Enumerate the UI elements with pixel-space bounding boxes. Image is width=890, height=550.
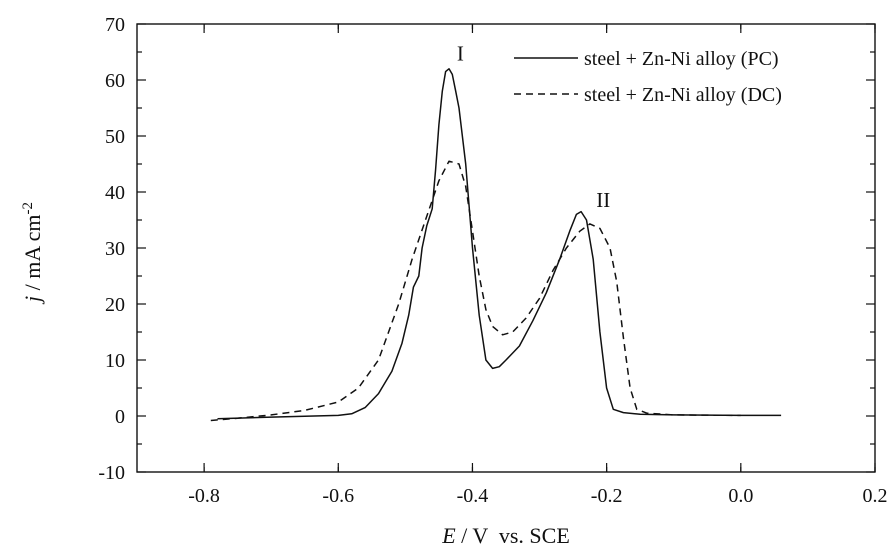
y-axis-ticks: -10 0 10 20 30 40 50 60 70 [98, 14, 875, 484]
y-tick-label: 60 [105, 70, 125, 92]
y-tick-label: 30 [105, 238, 125, 260]
x-tick-label: -0.6 [322, 485, 354, 507]
x-tick-label: -0.4 [457, 485, 489, 507]
peak-label: I [457, 41, 464, 65]
x-axis-ticks: -0.8 -0.6 -0.4 -0.2 0.0 0.2 [188, 24, 888, 507]
x-tick-label: 0.2 [863, 485, 888, 507]
y-axis-title-unit: / mA cm [20, 215, 45, 296]
series-layer [210, 68, 782, 422]
x-axis-title-symbol: E [441, 523, 456, 548]
y-axis-title-symbol: j [20, 296, 45, 305]
peak-label: II [596, 188, 610, 212]
y-axis-title: j / mA cm-2 [20, 202, 45, 305]
series-line-dc [210, 160, 741, 422]
y-tick-label: 50 [105, 126, 125, 148]
y-tick-label: 20 [105, 294, 125, 316]
x-axis-title-unit: / V vs. SCE [456, 523, 570, 548]
y-axis-title-exponent: -2 [20, 202, 36, 215]
annotations: III [457, 41, 610, 212]
x-tick-label: -0.8 [188, 485, 220, 507]
legend: steel + Zn-Ni alloy (PC) steel + Zn-Ni al… [514, 48, 782, 106]
x-tick-label: -0.2 [591, 485, 623, 507]
y-tick-label: 0 [115, 406, 125, 428]
legend-label: steel + Zn-Ni alloy (PC) [584, 48, 779, 70]
y-tick-label: 70 [105, 14, 125, 36]
series-line-pc [217, 68, 782, 420]
y-tick-label: -10 [98, 462, 125, 484]
y-tick-label: 10 [105, 350, 125, 372]
x-axis-title: E / V vs. SCE [441, 523, 570, 548]
legend-label: steel + Zn-Ni alloy (DC) [584, 84, 782, 106]
x-tick-label: 0.0 [728, 485, 753, 507]
y-tick-label: 40 [105, 182, 125, 204]
